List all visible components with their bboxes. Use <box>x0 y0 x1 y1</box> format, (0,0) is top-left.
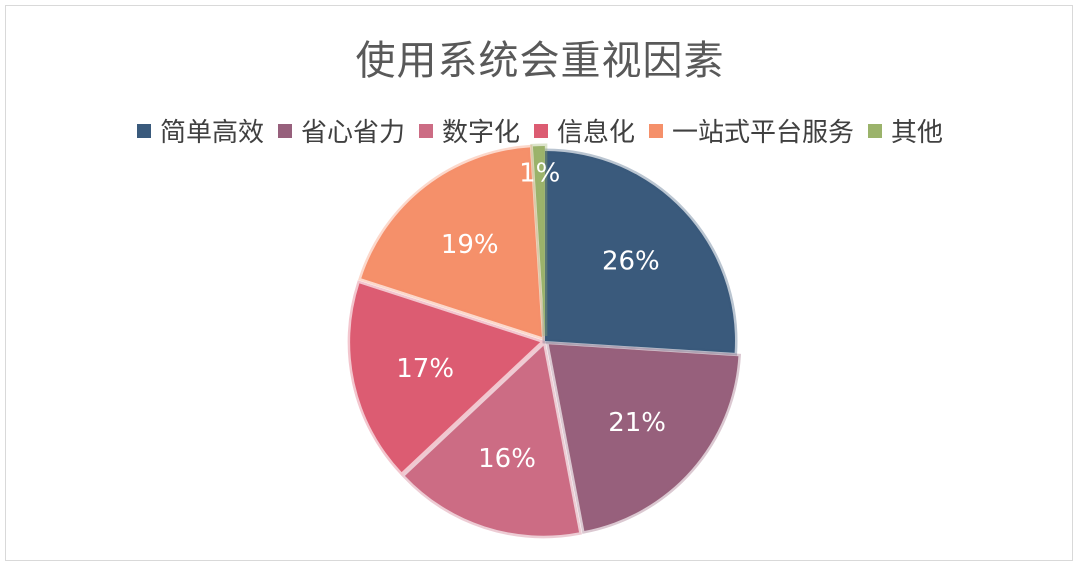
pie-slice-qita <box>530 143 548 337</box>
legend-swatch <box>868 123 883 138</box>
slice-label-shuzihua: 16% <box>478 444 536 474</box>
legend-item-yizhanshi-pingtai: 一站式平台服务 <box>649 112 854 149</box>
chart-legend: 简单高效 省心省力 数字化 信息化 一站式平台服务 其他 <box>0 112 1080 149</box>
legend-label: 其他 <box>891 118 944 148</box>
pie-slice-yizhanshi-pingtai <box>358 144 545 341</box>
slice-label-shengxin-shengli: 21% <box>608 408 666 438</box>
legend-swatch <box>418 123 433 138</box>
chart-title: 使用系统会重视因素 <box>355 38 725 84</box>
legend-item-shuzihua: 数字化 <box>418 112 520 149</box>
legend-label: 一站式平台服务 <box>672 118 855 148</box>
legend-swatch <box>534 123 548 138</box>
legend-swatch <box>277 123 292 138</box>
legend-label: 省心省力 <box>300 118 405 148</box>
pie-slice-xinxihua <box>347 280 545 476</box>
legend-item-jiandan-gaoxiao: 简单高效 <box>136 112 264 149</box>
legend-label: 数字化 <box>441 118 520 148</box>
slice-label-xinxihua: 17% <box>396 354 454 384</box>
legend-label: 简单高效 <box>159 118 264 148</box>
legend-item-qita: 其他 <box>868 112 943 149</box>
pie-slice-jiandan-gaoxiao <box>542 148 738 356</box>
slice-label-qita: 1% <box>519 159 560 189</box>
legend-swatch <box>649 123 664 138</box>
pie-slice-shuzihua <box>401 340 582 539</box>
slice-label-jiandan-gaoxiao: 26% <box>602 246 660 276</box>
legend-item-xinxihua: 信息化 <box>534 112 635 149</box>
slice-label-yizhanshi-pingtai: 19% <box>441 230 499 260</box>
legend-swatch <box>136 123 151 138</box>
legend-item-shengxin-shengli: 省心省力 <box>277 112 405 149</box>
pie-slice-shengxin-shengli <box>545 341 742 534</box>
legend-label: 信息化 <box>557 118 636 148</box>
